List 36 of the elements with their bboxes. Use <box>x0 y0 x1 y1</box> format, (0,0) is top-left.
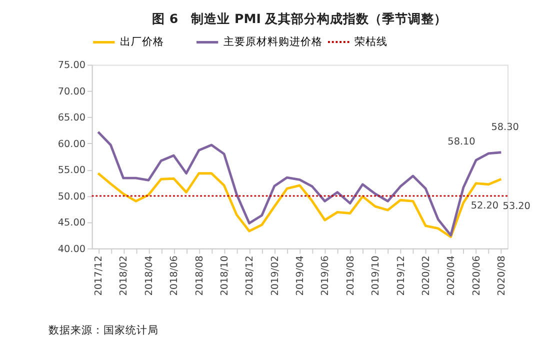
chart-title: 图 6 制造业 PMI 及其部分构成指数（季节调整） <box>152 11 448 26</box>
x-tick-label: 2020/02 <box>420 256 432 296</box>
x-tick-label: 2018/04 <box>144 256 155 296</box>
y-tick-label: 50.00 <box>58 191 86 202</box>
y-tick-label: 60.00 <box>58 138 86 150</box>
data-label: 52.20 <box>470 200 499 212</box>
y-tick-label: 55.00 <box>58 165 86 176</box>
legend-label: 主要原材料购进价格 <box>223 35 322 48</box>
x-tick-label: 2018/02 <box>118 256 130 296</box>
y-tick-label: 40.00 <box>58 244 86 255</box>
legend-label: 荣枯线 <box>354 34 388 48</box>
x-tick-label: 2020/08 <box>496 256 508 296</box>
x-tick-label: 2020/06 <box>471 256 482 296</box>
x-tick-label: 2019/04 <box>295 256 306 296</box>
source-note: 数据来源：国家统计局 <box>48 323 158 336</box>
y-tick-label: 70.00 <box>58 86 86 98</box>
y-tick-label: 45.00 <box>58 218 86 229</box>
y-tick-label: 65.00 <box>58 112 86 124</box>
x-tick-label: 2018/10 <box>219 256 230 296</box>
x-tick-label: 2018/12 <box>244 256 256 296</box>
x-tick-label: 2020/04 <box>446 256 458 296</box>
data-label: 53.20 <box>502 201 530 212</box>
data-label: 58.30 <box>491 122 519 134</box>
line-series <box>96 172 502 238</box>
legend-label: 出厂价格 <box>120 35 164 48</box>
x-tick-label: 2019/12 <box>396 256 407 296</box>
x-tick-label: 2019/02 <box>270 256 281 296</box>
x-tick-label: 2018/08 <box>194 256 206 296</box>
x-tick-label: 2019/10 <box>370 256 382 296</box>
line-series <box>96 130 502 236</box>
x-tick-label: 2019/06 <box>320 256 332 296</box>
x-tick-label: 2018/06 <box>169 256 180 296</box>
y-tick-label: 75.00 <box>58 60 86 72</box>
data-label: 58.10 <box>448 136 476 148</box>
x-tick-label: 2017/12 <box>94 256 105 296</box>
x-tick-label: 2019/08 <box>345 256 356 296</box>
